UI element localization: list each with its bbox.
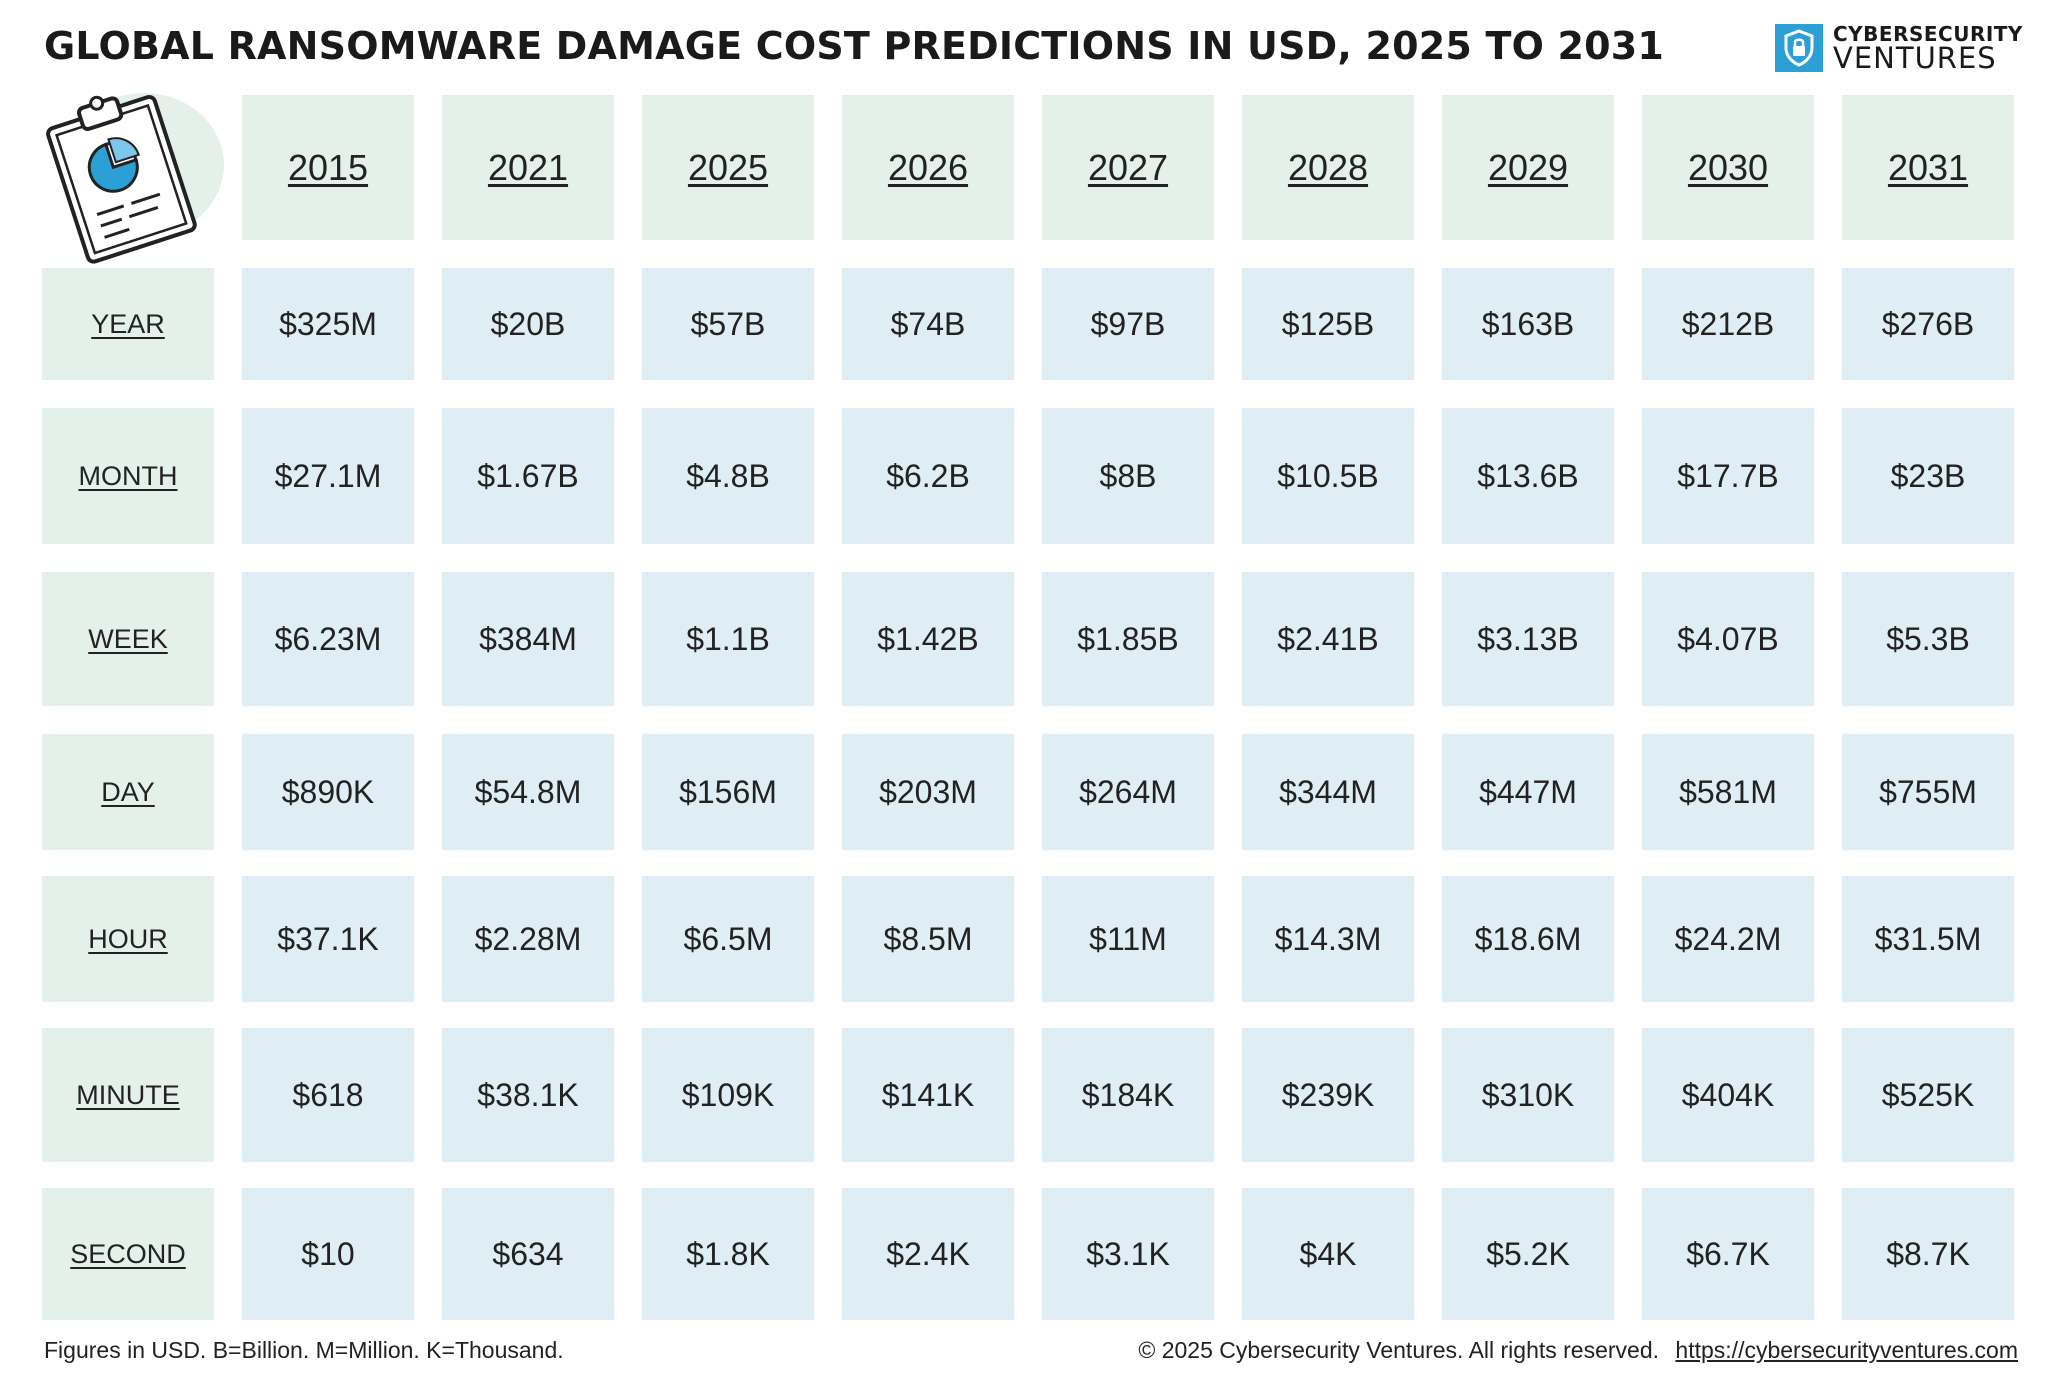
- column-header-2026: 2026: [842, 95, 1014, 240]
- table-cell-month-2027: $8B: [1042, 408, 1214, 544]
- table-cell-minute-2028: $239K: [1242, 1028, 1414, 1162]
- table-cell-hour-2031: $31.5M: [1842, 876, 2014, 1002]
- table-cell-month-2021: $1.67B: [442, 408, 614, 544]
- table-cell-hour-2026: $8.5M: [842, 876, 1014, 1002]
- table-cell-month-2030: $17.7B: [1642, 408, 1814, 544]
- table-cell-minute-2021: $38.1K: [442, 1028, 614, 1162]
- table-cell-second-2025: $1.8K: [642, 1188, 814, 1320]
- logo-text-top: CYBERSECURITY: [1833, 22, 2023, 46]
- column-header-2028: 2028: [1242, 95, 1414, 240]
- row-label-month: MONTH: [42, 408, 214, 544]
- table-cell-hour-2030: $24.2M: [1642, 876, 1814, 1002]
- table-cell-day-2031: $755M: [1842, 734, 2014, 850]
- website-link[interactable]: https://cybersecurityventures.com: [1675, 1337, 2018, 1363]
- table-cell-year-2027: $97B: [1042, 268, 1214, 380]
- table-cell-week-2030: $4.07B: [1642, 572, 1814, 706]
- footer-note: Figures in USD. B=Billion. M=Million. K=…: [44, 1337, 564, 1363]
- table-cell-day-2027: $264M: [1042, 734, 1214, 850]
- row-label-day: DAY: [42, 734, 214, 850]
- table-cell-year-2029: $163B: [1442, 268, 1614, 380]
- table-cell-week-2031: $5.3B: [1842, 572, 2014, 706]
- table-cell-second-2021: $634: [442, 1188, 614, 1320]
- row-label-second: SECOND: [42, 1188, 214, 1320]
- table-cell-minute-2029: $310K: [1442, 1028, 1614, 1162]
- row-label-year: YEAR: [42, 268, 214, 380]
- table-cell-hour-2029: $18.6M: [1442, 876, 1614, 1002]
- table-cell-year-2030: $212B: [1642, 268, 1814, 380]
- row-label-hour: HOUR: [42, 876, 214, 1002]
- page-title: GLOBAL RANSOMWARE DAMAGE COST PREDICTION…: [44, 24, 1665, 68]
- table-cell-day-2025: $156M: [642, 734, 814, 850]
- column-header-2015: 2015: [242, 95, 414, 240]
- table-cell-second-2026: $2.4K: [842, 1188, 1014, 1320]
- column-header-2027: 2027: [1042, 95, 1214, 240]
- table-cell-week-2015: $6.23M: [242, 572, 414, 706]
- table-cell-hour-2021: $2.28M: [442, 876, 614, 1002]
- table-cell-week-2025: $1.1B: [642, 572, 814, 706]
- table-cell-hour-2025: $6.5M: [642, 876, 814, 1002]
- table-cell-second-2015: $10: [242, 1188, 414, 1320]
- copyright-text: © 2025 Cybersecurity Ventures. All right…: [1138, 1337, 1660, 1363]
- table-cell-month-2025: $4.8B: [642, 408, 814, 544]
- table-cell-month-2015: $27.1M: [242, 408, 414, 544]
- table-cell-week-2028: $2.41B: [1242, 572, 1414, 706]
- column-header-2021: 2021: [442, 95, 614, 240]
- table-cell-day-2029: $447M: [1442, 734, 1614, 850]
- table-cell-month-2028: $10.5B: [1242, 408, 1414, 544]
- table-cell-day-2030: $581M: [1642, 734, 1814, 850]
- table-cell-second-2031: $8.7K: [1842, 1188, 2014, 1320]
- table-cell-minute-2026: $141K: [842, 1028, 1014, 1162]
- table-cell-year-2031: $276B: [1842, 268, 2014, 380]
- brand-logo[interactable]: CYBERSECURITY VENTURES: [1775, 22, 2022, 75]
- logo-text-bottom: VENTURES: [1833, 41, 1997, 75]
- column-header-2029: 2029: [1442, 95, 1614, 240]
- table-cell-hour-2028: $14.3M: [1242, 876, 1414, 1002]
- column-header-2025: 2025: [642, 95, 814, 240]
- table-cell-hour-2015: $37.1K: [242, 876, 414, 1002]
- table-cell-year-2021: $20B: [442, 268, 614, 380]
- table-cell-year-2028: $125B: [1242, 268, 1414, 380]
- table-cell-month-2031: $23B: [1842, 408, 2014, 544]
- table-cell-year-2025: $57B: [642, 268, 814, 380]
- table-cell-minute-2015: $618: [242, 1028, 414, 1162]
- table-cell-minute-2027: $184K: [1042, 1028, 1214, 1162]
- table-cell-month-2029: $13.6B: [1442, 408, 1614, 544]
- row-label-minute: MINUTE: [42, 1028, 214, 1162]
- table-cell-week-2027: $1.85B: [1042, 572, 1214, 706]
- table-cell-day-2015: $890K: [242, 734, 414, 850]
- table-cell-hour-2027: $11M: [1042, 876, 1214, 1002]
- table-cell-second-2029: $5.2K: [1442, 1188, 1614, 1320]
- table-cell-day-2028: $344M: [1242, 734, 1414, 850]
- table-cell-day-2026: $203M: [842, 734, 1014, 850]
- table-cell-year-2026: $74B: [842, 268, 1014, 380]
- table-cell-minute-2030: $404K: [1642, 1028, 1814, 1162]
- table-cell-week-2029: $3.13B: [1442, 572, 1614, 706]
- column-header-2031: 2031: [1842, 95, 2014, 240]
- table-cell-second-2027: $3.1K: [1042, 1188, 1214, 1320]
- table-cell-minute-2031: $525K: [1842, 1028, 2014, 1162]
- footer-credits: © 2025 Cybersecurity Ventures. All right…: [1138, 1337, 2018, 1364]
- table-cell-year-2015: $325M: [242, 268, 414, 380]
- table-cell-week-2026: $1.42B: [842, 572, 1014, 706]
- table-cell-day-2021: $54.8M: [442, 734, 614, 850]
- table-cell-month-2026: $6.2B: [842, 408, 1014, 544]
- row-label-week: WEEK: [42, 572, 214, 706]
- table-cell-week-2021: $384M: [442, 572, 614, 706]
- table-cell-second-2028: $4K: [1242, 1188, 1414, 1320]
- shield-lock-icon: [1775, 24, 1823, 72]
- column-header-2030: 2030: [1642, 95, 1814, 240]
- table-cell-second-2030: $6.7K: [1642, 1188, 1814, 1320]
- clipboard-pie-chart-icon: [46, 93, 224, 264]
- table-cell-minute-2025: $109K: [642, 1028, 814, 1162]
